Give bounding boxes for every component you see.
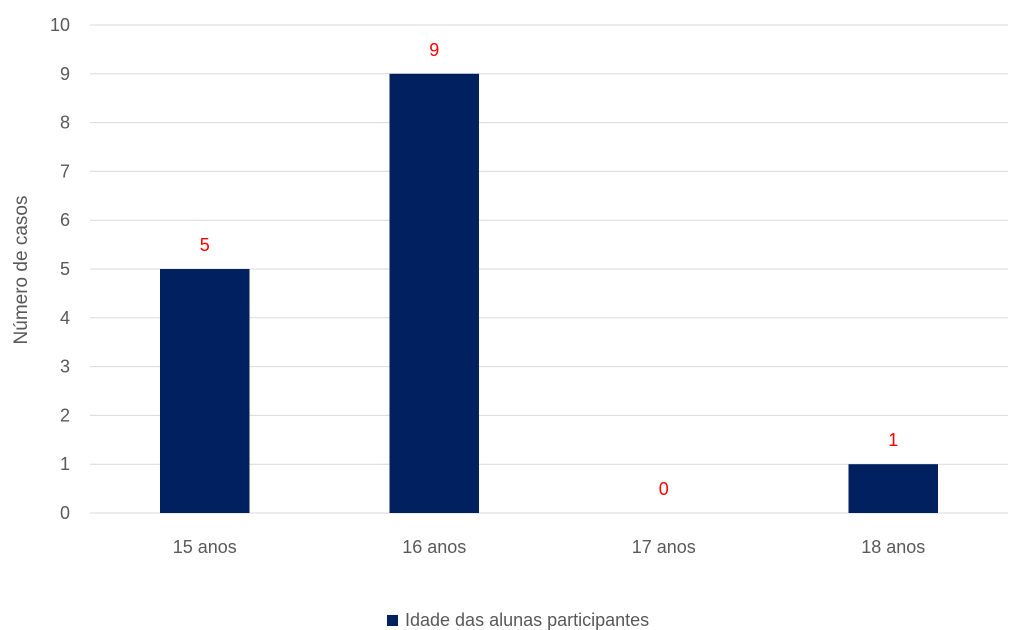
y-tick-label: 8 — [60, 113, 70, 133]
y-tick-label: 1 — [60, 454, 70, 474]
y-tick-label: 7 — [60, 161, 70, 181]
y-tick-label: 5 — [60, 259, 70, 279]
x-category-label: 15 anos — [173, 537, 237, 557]
legend-label: Idade das alunas participantes — [405, 610, 649, 630]
y-tick-label: 3 — [60, 357, 70, 377]
bar — [389, 73, 480, 514]
y-tick-label: 6 — [60, 210, 70, 230]
data-label: 5 — [200, 235, 210, 255]
data-labels: 5 9 0 1 — [200, 40, 899, 499]
y-tick-label: 0 — [60, 503, 70, 523]
y-tick-label: 10 — [50, 15, 70, 35]
bar — [159, 269, 250, 513]
y-axis-ticks: 0 1 2 3 4 5 6 7 8 9 10 — [50, 15, 70, 523]
y-tick-label: 9 — [60, 64, 70, 84]
bars — [159, 73, 939, 514]
data-label: 1 — [888, 430, 898, 450]
x-category-label: 17 anos — [632, 537, 696, 557]
x-category-label: 18 anos — [861, 537, 925, 557]
data-label: 0 — [659, 479, 669, 499]
data-label: 9 — [429, 40, 439, 60]
bar — [848, 464, 939, 513]
x-category-label: 16 anos — [402, 537, 466, 557]
legend-swatch — [387, 615, 398, 626]
y-axis-label: Número de casos — [11, 196, 32, 345]
y-tick-label: 2 — [60, 405, 70, 425]
x-axis-categories: 15 anos 16 anos 17 anos 18 anos — [173, 537, 926, 557]
y-tick-label: 4 — [60, 308, 70, 328]
legend: Idade das alunas participantes — [387, 610, 649, 630]
